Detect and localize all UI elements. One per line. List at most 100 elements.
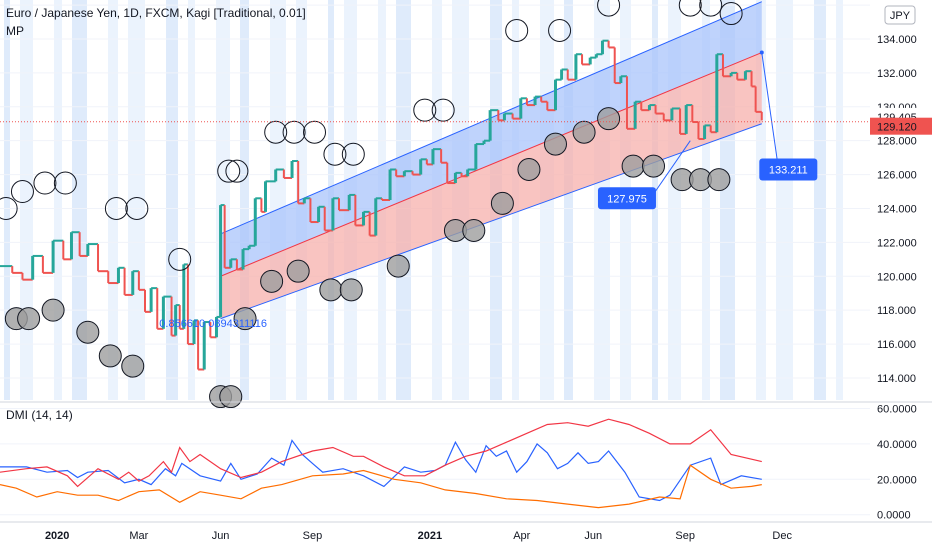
marker-circle-filled — [572, 120, 596, 144]
marker-circle-filled — [462, 219, 486, 243]
session-band — [166, 0, 178, 400]
price-tick-label: 116.000 — [877, 339, 916, 351]
projection-line-right — [761, 52, 779, 167]
marker-circle — [505, 19, 529, 43]
price-tick-label: 114.000 — [877, 373, 916, 385]
time-tick-label: Jun — [212, 530, 230, 542]
marker-circle-filled — [219, 385, 243, 409]
marker-circle-filled — [17, 307, 41, 331]
price-tick-label: 122.000 — [877, 237, 917, 249]
channel-mid-line — [220, 52, 762, 277]
marker-circle-filled — [642, 154, 666, 178]
last-price-box — [870, 117, 932, 135]
callout-left: 127.975 — [597, 187, 656, 210]
marker-circle — [413, 98, 437, 122]
session-band — [240, 0, 249, 400]
marker-circle-filled — [707, 168, 731, 192]
marker-circle-filled — [121, 354, 145, 378]
session-band — [270, 0, 286, 400]
price-tick-label: 134.000 — [877, 34, 917, 46]
dmi-series-1 — [0, 418, 762, 488]
price-tick-label: 132.000 — [877, 68, 917, 80]
marker-circle-filled — [233, 307, 257, 331]
marker-circle-filled — [319, 278, 343, 302]
marker-circle — [548, 19, 572, 43]
marker-circle-filled — [597, 107, 621, 131]
marker-circle — [104, 196, 128, 220]
time-axis: 2020 Mar Jun Sep 2021 Apr Jun Sep Dec — [45, 530, 793, 542]
price-axis-bg — [870, 0, 932, 400]
time-tick-label: Dec — [772, 530, 792, 542]
marker-circle-filled — [41, 298, 65, 322]
time-tick-label: 2021 — [418, 530, 442, 542]
symbol-title: Euro / Japanese Yen, 1D, FXCM, Kagi [Tra… — [6, 6, 306, 20]
currency-badge-box — [884, 5, 916, 25]
currency-badge: JPY — [890, 10, 911, 22]
session-band — [4, 0, 10, 400]
marker-circle — [217, 159, 241, 183]
marker-circle-filled — [386, 254, 410, 278]
projection-line-left — [649, 140, 691, 201]
marker-circle — [168, 247, 192, 271]
session-band — [756, 0, 766, 400]
session-band — [776, 0, 793, 400]
marker-circle-filled — [339, 278, 363, 302]
marker-circle — [125, 196, 149, 220]
marker-circle-filled — [76, 320, 100, 344]
marker-circle — [264, 120, 288, 144]
marker-circle-filled — [517, 157, 541, 181]
dmi-tick-label: 60.0000 — [877, 404, 917, 416]
marker-circle — [303, 120, 327, 144]
channel-lower-line — [220, 123, 762, 320]
dmi-title: DMI (14, 14) — [6, 408, 73, 422]
marker-circle — [0, 196, 18, 220]
marker-circle-filled — [543, 132, 567, 156]
indicator-label: MP — [6, 24, 24, 38]
time-tick-label: Mar — [129, 530, 148, 542]
marker-circle — [719, 2, 743, 26]
marker-circle — [53, 171, 77, 195]
session-band — [836, 0, 843, 400]
time-tick-label: Apr — [513, 530, 530, 542]
callout-right: 133.211 — [759, 158, 818, 181]
fib-ratio-label: 0.856610 0894311116 — [159, 318, 267, 330]
callout-left-text: 127.975 — [607, 193, 647, 205]
dmi-tick-label: 40.0000 — [877, 439, 917, 451]
price-tick-label: 118.000 — [877, 305, 916, 317]
session-band — [188, 0, 195, 400]
session-band — [814, 0, 826, 400]
marker-circle — [341, 142, 365, 166]
price-tick-label: 126.000 — [877, 170, 917, 182]
marker-circle — [323, 142, 347, 166]
marker-circle — [225, 159, 249, 183]
last-price-label: 129.120 — [877, 122, 917, 134]
time-tick-label: Sep — [303, 530, 323, 542]
kagi-series — [0, 39, 763, 371]
marker-circle — [678, 0, 702, 17]
session-band — [216, 0, 230, 400]
session-band — [72, 0, 87, 400]
callout-right-box — [759, 158, 818, 181]
price-tick-label: 120.000 — [877, 271, 917, 283]
marker-circle — [699, 0, 723, 17]
callout-left-box — [597, 187, 656, 210]
marker-circle — [33, 171, 57, 195]
price-tick-label: 124.000 — [877, 203, 917, 215]
price-tick-label: 128.000 — [877, 136, 917, 148]
marker-circle-filled — [260, 269, 284, 293]
marker-circle — [597, 0, 621, 17]
session-band — [108, 0, 118, 400]
dmi-pane: DMI (14, 14) 60.0000 40.0000 20.0000 0.0000 — [0, 404, 917, 522]
marker-circle-filled — [490, 191, 514, 215]
dmi-series-2 — [0, 464, 762, 509]
session-band — [702, 0, 710, 400]
marker-circles — [0, 0, 743, 409]
marker-circle-filled — [98, 344, 122, 368]
session-band — [54, 0, 62, 400]
time-tick-label: Jun — [584, 530, 602, 542]
session-band — [128, 0, 145, 400]
price-axis: 134.000132.000130.000128.000126.000124.0… — [870, 0, 932, 400]
time-tick-label: 2020 — [45, 530, 69, 542]
dmi-tick-label: 20.0000 — [877, 474, 917, 486]
